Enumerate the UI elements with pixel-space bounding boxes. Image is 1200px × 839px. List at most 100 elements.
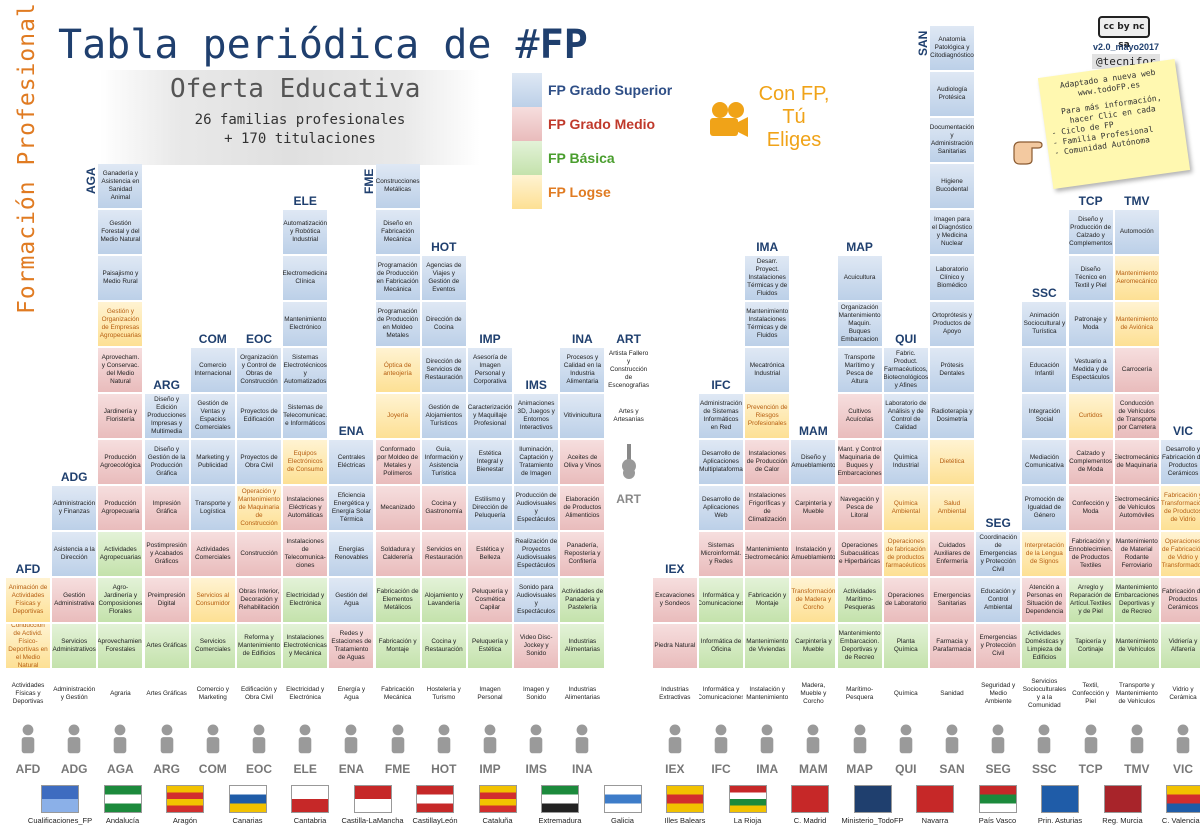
course-cell[interactable]: Mantenimiento Aeromecánico xyxy=(1114,256,1159,300)
course-cell[interactable]: Fabricación de Elementos Metálicos xyxy=(375,578,420,622)
course-cell[interactable]: Caracterización y Maquillaje Profesional xyxy=(468,394,512,438)
course-cell[interactable]: Curtidos xyxy=(1068,394,1113,438)
family-name[interactable]: Hostelería y Turismo xyxy=(421,672,466,716)
family-name[interactable]: Electricidad y Electrónica xyxy=(283,672,328,716)
course-cell[interactable]: Mecanizado xyxy=(375,486,420,530)
course-cell[interactable]: Fabric. Product. Farmacéuticos, Biotecno… xyxy=(883,348,928,392)
course-cell[interactable]: Vidriería y Alfarería xyxy=(1161,624,1200,668)
flag-5[interactable]: Castilla-LaMancha xyxy=(341,785,405,825)
course-cell[interactable]: Electricidad y Electrónica xyxy=(283,578,328,622)
course-cell[interactable]: Transporte y Logística xyxy=(190,486,235,530)
course-cell[interactable]: Operaciones de Laboratorio xyxy=(883,578,928,622)
course-cell[interactable]: Actividades Comerciales xyxy=(190,532,235,576)
course-cell[interactable]: Actividades de Panadería y Pastelería xyxy=(560,578,605,622)
course-cell[interactable]: Desarrollo de Aplicaciones Web xyxy=(699,486,743,530)
course-cell[interactable]: Mantenimiento Embarcacion. Deportivas y … xyxy=(837,624,882,668)
course-cell[interactable]: Conducción de Vehículos de Transporte po… xyxy=(1114,394,1159,438)
course-cell[interactable]: Jardinería y Floristería xyxy=(98,394,143,438)
course-cell[interactable]: Realización de Proyectos Audiovisuales E… xyxy=(514,532,559,576)
course-cell[interactable]: Óptica de anteojería xyxy=(375,348,420,392)
family-name[interactable]: Seguridad y Medio Ambiente xyxy=(976,672,1021,716)
course-cell[interactable]: Soldadura y Calderería xyxy=(375,532,420,576)
course-cell[interactable]: Dirección de Servicios de Restauración xyxy=(421,348,466,392)
course-cell[interactable]: Iluminación, Captación y Tratamiento de … xyxy=(514,440,559,484)
course-cell[interactable]: Construcciones Metálicas xyxy=(375,164,420,208)
course-cell[interactable]: Piedra Natural xyxy=(652,624,697,668)
course-cell[interactable]: Mecatrónica Industrial xyxy=(745,348,790,392)
course-cell[interactable]: Comercio Internacional xyxy=(190,348,235,392)
flag-15[interactable]: País Vasco xyxy=(966,785,1030,825)
course-cell[interactable]: Laboratorio de Análisis y de Control de … xyxy=(883,394,928,438)
course-cell[interactable]: Ganadería y Asistencia en Sanidad Animal xyxy=(98,164,143,208)
course-cell[interactable]: Higiene Bucodental xyxy=(930,164,974,208)
course-cell[interactable]: Proyectos de Obra Civil xyxy=(237,440,281,484)
course-cell[interactable]: Carpintería y Mueble xyxy=(791,624,836,668)
family-name[interactable]: Textil, Confección y Piel xyxy=(1068,672,1113,716)
course-cell[interactable]: Calzado y Complementos de Moda xyxy=(1068,440,1113,484)
course-cell[interactable]: Gestión Forestal y del Medio Natural xyxy=(98,210,143,254)
course-cell[interactable]: Diseño y Producción de Calzado y Complem… xyxy=(1068,210,1113,254)
course-cell[interactable]: Asistencia a la Dirección xyxy=(52,532,97,576)
course-cell[interactable]: Animaciones 3D, Juegos y Entornos Intera… xyxy=(514,394,559,438)
course-cell[interactable]: Educación y Control Ambiental xyxy=(976,578,1021,622)
course-cell[interactable]: Aceites de Oliva y Vinos xyxy=(560,440,605,484)
family-name[interactable]: Imagen Personal xyxy=(468,672,512,716)
course-cell[interactable]: Carpintería y Mueble xyxy=(791,486,836,530)
course-cell[interactable]: Organización Mantenimiento Maquin. Buque… xyxy=(837,302,882,346)
flag-16[interactable]: Prin. Asturias xyxy=(1028,785,1092,825)
course-cell[interactable]: Mantenimiento Electromecánico xyxy=(745,532,790,576)
course-cell[interactable]: Fabricación de Productos Cerámicos xyxy=(1161,578,1200,622)
course-cell[interactable]: Marketing y Publicidad xyxy=(190,440,235,484)
course-cell[interactable]: Dietética xyxy=(930,440,974,484)
family-name[interactable]: Comercio y Marketing xyxy=(190,672,235,716)
course-cell[interactable]: Gestión y Organización de Empresas Agrop… xyxy=(98,302,143,346)
course-cell[interactable]: Instalaciones Frigoríficas y de Climatiz… xyxy=(745,486,790,530)
course-cell[interactable]: Instalaciones de Producción de Calor xyxy=(745,440,790,484)
course-cell[interactable]: Carrocería xyxy=(1114,348,1159,392)
course-cell[interactable]: Fabricación y Montaje xyxy=(745,578,790,622)
family-name[interactable]: Instalación y Mantenimiento xyxy=(745,672,790,716)
family-name[interactable]: Informática y Comunicaciones xyxy=(699,672,743,716)
course-cell[interactable]: Organización y Control de Obras de Const… xyxy=(237,348,281,392)
course-cell[interactable]: Panadería, Repostería y Confitería xyxy=(560,532,605,576)
course-cell[interactable]: Centrales Eléctricas xyxy=(329,440,374,484)
course-cell[interactable]: Sistemas Microinformát. y Redes xyxy=(699,532,743,576)
course-cell[interactable]: Emergencias Sanitarias xyxy=(930,578,974,622)
course-cell[interactable]: Servicios al Consumidor xyxy=(190,578,235,622)
course-cell[interactable]: Servicios Comerciales xyxy=(190,624,235,668)
course-cell[interactable]: Mantenimiento Electrónico xyxy=(283,302,328,346)
course-cell[interactable]: Diseño en Fabricación Mecánica xyxy=(375,210,420,254)
course-cell[interactable]: Navegación y Pesca de Litoral xyxy=(837,486,882,530)
course-cell[interactable]: Producción de Audiovisuales y Espectácul… xyxy=(514,486,559,530)
course-cell[interactable]: Emergencias y Protección Civil xyxy=(976,624,1021,668)
course-cell[interactable]: Administración de Sistemas Informáticos … xyxy=(699,394,743,438)
course-cell[interactable]: Eficiencia Energética y Energía Solar Té… xyxy=(329,486,374,530)
flag-8[interactable]: Extremadura xyxy=(528,785,592,825)
course-cell[interactable]: Video Disc-Jockey y Sonido xyxy=(514,624,559,668)
flag-13[interactable]: Ministerio_TodoFP xyxy=(841,785,905,825)
course-cell[interactable]: Mantenimiento Instalaciones Térmicas y d… xyxy=(745,302,790,346)
course-cell[interactable]: Desarr. Proyect. Instalaciones Térmicas … xyxy=(745,256,790,300)
family-name[interactable]: Química xyxy=(883,672,928,716)
course-cell[interactable]: Desarrollo y Fabricación de Productos Ce… xyxy=(1161,440,1200,484)
course-cell[interactable]: Operación y Mantenimiento de Maquinaria … xyxy=(237,486,281,530)
course-cell[interactable]: Documentación y Administración Sanitaria… xyxy=(930,118,974,162)
flag-10[interactable]: Illes Balears xyxy=(653,785,717,825)
course-cell[interactable]: Sonido para Audiovisuales y Espectáculos xyxy=(514,578,559,622)
family-name[interactable]: Vidrio y Cerámica xyxy=(1161,672,1200,716)
course-cell[interactable]: Atención a Personas en Situación de Depe… xyxy=(1022,578,1067,622)
course-cell[interactable]: Energías Renovables xyxy=(329,532,374,576)
flag-17[interactable]: Reg. Murcia xyxy=(1091,785,1155,825)
course-cell[interactable]: Paisajismo y Medio Rural xyxy=(98,256,143,300)
course-cell[interactable]: Alojamiento y Lavandería xyxy=(421,578,466,622)
course-cell[interactable]: Cocina y Restauración xyxy=(421,624,466,668)
course-cell[interactable]: Joyería xyxy=(375,394,420,438)
family-name[interactable]: Edificación y Obra Civil xyxy=(237,672,281,716)
course-cell[interactable]: Conducción de Activid. Físico-Deportivas… xyxy=(6,624,50,668)
course-cell[interactable]: Química Ambiental xyxy=(883,486,928,530)
family-name[interactable]: Marítimo-Pesquera xyxy=(837,672,882,716)
course-cell[interactable]: Química Industrial xyxy=(883,440,928,484)
course-cell[interactable]: Planta Química xyxy=(883,624,928,668)
course-cell[interactable]: Vitivinicultura xyxy=(560,394,605,438)
course-cell[interactable]: Instalación y Amueblamiento xyxy=(791,532,836,576)
